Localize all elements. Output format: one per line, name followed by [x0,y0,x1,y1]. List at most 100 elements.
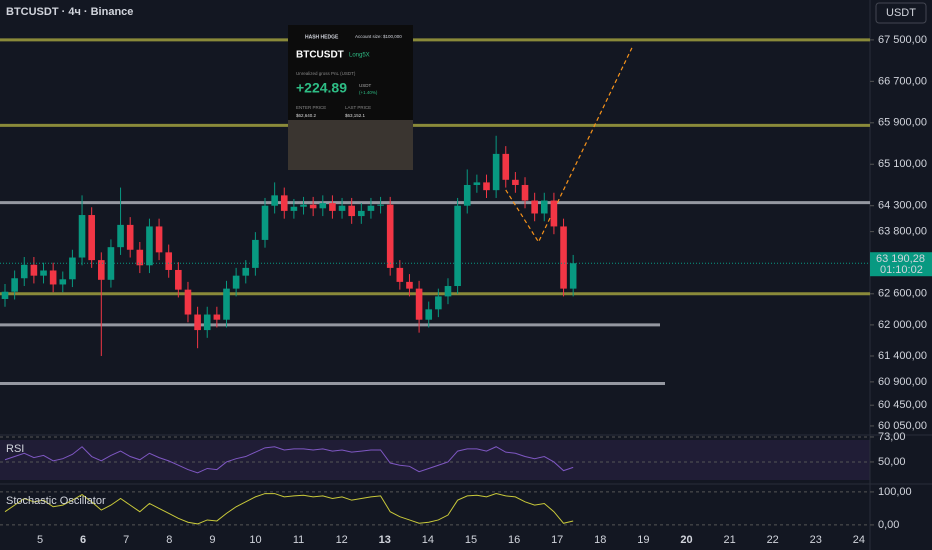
indicator-title: Stochastic Oscillator [6,495,106,507]
card-last-value: $63,152.1 [345,113,366,118]
card-pnl-pct: (+1.40%) [359,90,378,95]
x-tick-label: 21 [723,534,735,546]
candle-body [11,278,18,292]
candle-body [69,257,76,280]
candle-body [473,182,481,185]
candle-body [550,200,558,227]
candle-body [521,184,529,201]
candle-body [435,296,442,310]
y-tick-label: 100,00 [878,486,912,498]
candle-body [136,249,144,266]
x-tick-label: 22 [767,534,779,546]
y-tick-label: 73,00 [878,431,906,443]
indicator-line [4,493,574,525]
card-brand: HASH HEDGE [305,34,339,40]
candle-body [165,252,173,270]
x-tick-label: 5 [37,534,43,546]
candle-body [98,260,105,280]
candle-body [78,215,86,258]
candle-body [540,200,548,214]
candle-body [309,204,317,209]
candle-body [348,205,355,217]
candle-body [358,210,365,217]
card-enter-value: $62,640.2 [296,113,317,118]
rsi-band [0,440,870,480]
candle-body [146,226,153,266]
card-pair: BTCUSDT [296,50,344,61]
currency-label[interactable]: USDT [886,7,916,19]
candle-body [59,279,67,285]
x-tick-label: 16 [508,534,520,546]
indicator-title: RSI [6,443,24,455]
y-tick-label: 62 000,00 [878,319,927,331]
candle-body [126,224,134,250]
x-tick-label: 9 [209,534,215,546]
x-tick-label: 7 [123,534,129,546]
candle-body [184,289,192,315]
symbol: BTCUSDT · 4ч · Binance [6,6,133,18]
candle-body [560,226,567,289]
y-tick-label: 67 500,00 [878,34,927,46]
candle-body [367,205,375,211]
y-tick-label: 65 900,00 [878,117,927,129]
x-tick-label: 14 [422,534,434,546]
candle-body [49,270,57,285]
candle-body [338,205,346,211]
y-tick-label: 66 700,00 [878,75,927,87]
candle-body [203,314,211,331]
price-tag [870,252,932,277]
card-enter-label: ENTER PRICE [296,105,326,110]
candle-body [406,281,413,289]
x-tick-label: 19 [637,534,649,546]
candle-body [415,288,423,320]
candle-body [531,200,538,214]
candle-body [232,275,240,289]
candle-body [319,203,327,209]
candle-body [329,203,336,211]
x-tick-label: 18 [594,534,606,546]
candle-body [300,204,307,207]
candle-body [386,204,394,268]
x-tick-label: 17 [551,534,563,546]
candle-body [377,204,384,206]
candle-body [40,270,47,276]
candle-body [107,247,115,280]
candle-body [290,206,298,211]
candle-body [492,153,500,191]
candle-body [261,205,269,240]
candle-body [223,288,230,320]
y-tick-label: 65 100,00 [878,158,927,170]
y-tick-label: 64 300,00 [878,200,927,212]
currency-button[interactable] [875,2,927,24]
card-image [288,120,413,170]
candle-body [463,184,471,206]
candle-body [444,286,452,297]
x-tick-label: 15 [465,534,477,546]
x-tick-label: 24 [853,534,865,546]
candle-body [502,153,510,180]
x-tick-label: 13 [379,534,391,546]
countdown: 01:10:02 [880,264,923,276]
candle-body [194,314,201,331]
x-tick-label: 8 [166,534,172,546]
candle-body [252,239,259,268]
x-tick-label: 10 [249,534,261,546]
candle-body [271,195,278,206]
candle-body [483,182,490,191]
y-tick-label: 61 400,00 [878,350,927,362]
card-last-label: LAST PRICE [345,105,371,110]
card-pnl-title: Unrealized gross PnL (USDT) [296,71,356,76]
candle-body [425,309,433,320]
y-tick-label: 60 050,00 [878,420,927,432]
x-tick-label: 20 [680,534,692,546]
price-tag-label: 63 190,28 [876,253,925,265]
candle-body [20,264,28,279]
candle-body [155,226,163,253]
x-tick-label: 6 [80,534,86,546]
candle-body [30,264,38,276]
candle-body [88,215,95,261]
y-tick-label: 63 800,00 [878,226,927,238]
